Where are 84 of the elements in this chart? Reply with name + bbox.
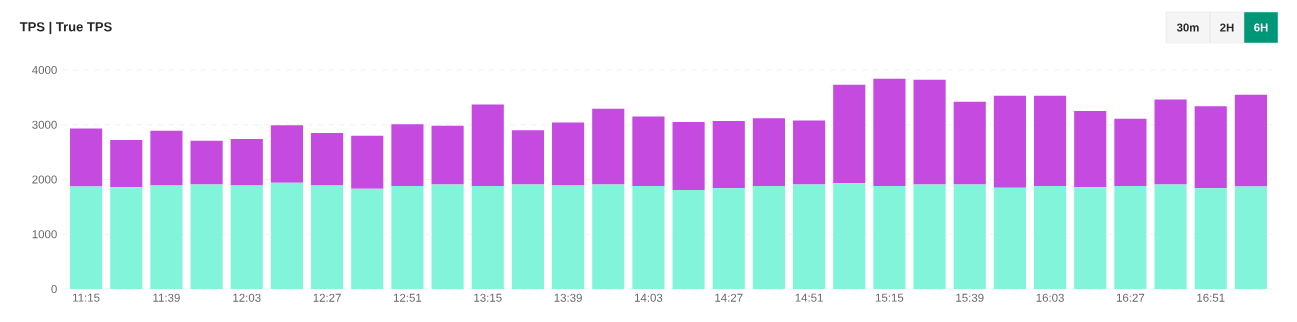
bar — [993, 95, 1026, 188]
bar — [1194, 188, 1227, 289]
bar — [511, 130, 544, 185]
x-tick-label: 16:27 — [1116, 293, 1145, 302]
x-tick-label: 15:39 — [956, 293, 984, 302]
bar — [993, 187, 1026, 289]
bar — [672, 122, 705, 190]
y-tick-label: 2000 — [32, 175, 57, 184]
bar — [632, 116, 665, 187]
bar — [351, 135, 384, 189]
y-tick-label: 0 — [51, 284, 57, 294]
bar — [391, 186, 424, 289]
x-tick-label: 14:03 — [634, 293, 663, 302]
y-tick-label: 3000 — [32, 120, 57, 129]
bar — [833, 84, 866, 184]
x-tick-label: 16:51 — [1197, 293, 1225, 302]
text: 30m — [1176, 23, 1199, 32]
bar — [70, 186, 103, 289]
bar — [552, 185, 585, 289]
x-tick-label: 11:15 — [73, 293, 100, 302]
bar — [431, 125, 464, 185]
bar — [1154, 99, 1187, 185]
bar — [311, 132, 344, 186]
bar — [592, 184, 625, 289]
x-tick-label: 12:27 — [313, 293, 341, 302]
bar — [230, 138, 263, 186]
bar — [431, 184, 464, 289]
bar — [150, 185, 183, 289]
bar — [270, 182, 303, 289]
x-tick-label: 16:03 — [1036, 293, 1064, 302]
bar — [190, 184, 223, 289]
bar — [632, 186, 665, 289]
bar — [110, 187, 143, 289]
bar — [752, 118, 785, 187]
bar — [511, 184, 544, 289]
bar — [1234, 94, 1267, 187]
bar — [1234, 186, 1267, 289]
bar — [230, 185, 263, 289]
bar — [1114, 186, 1147, 289]
bar — [712, 188, 745, 289]
y-tick-label: 1000 — [32, 230, 57, 239]
bar — [150, 130, 183, 186]
bar — [913, 184, 946, 289]
bar — [672, 189, 705, 289]
bar — [70, 128, 103, 187]
bar — [833, 183, 866, 289]
bar — [311, 185, 344, 289]
x-tick-label: 14:27 — [715, 293, 743, 302]
x-tick-label: 13:39 — [554, 293, 582, 302]
bar — [1074, 111, 1107, 188]
bar — [592, 108, 625, 185]
bar — [351, 188, 384, 289]
chart-title: TPS | True TPS — [19, 21, 112, 35]
bar — [793, 184, 826, 289]
text: 2H — [1220, 23, 1234, 32]
bar — [752, 186, 785, 289]
bar — [471, 186, 504, 289]
bar — [913, 79, 946, 185]
bar — [1114, 118, 1147, 187]
bar — [1194, 106, 1227, 189]
bar — [873, 186, 906, 289]
bar — [793, 120, 826, 185]
bar — [1154, 184, 1187, 289]
bar — [471, 104, 504, 187]
x-tick-label: 13:15 — [474, 293, 502, 302]
bar — [190, 140, 223, 185]
bar — [873, 78, 906, 187]
x-tick-label: 15:15 — [875, 293, 904, 302]
x-tick-label: 12:03 — [233, 293, 261, 302]
x-tick-label: 12:51 — [393, 293, 422, 302]
x-tick-label: 11:39 — [153, 293, 180, 302]
bar — [953, 101, 986, 185]
bar — [1034, 186, 1067, 289]
bar — [1074, 187, 1107, 289]
bar — [110, 140, 143, 188]
x-tick-label: 14:51 — [795, 293, 823, 302]
bar — [953, 184, 986, 289]
text: 6H — [1254, 23, 1268, 32]
bar — [552, 122, 585, 186]
bar — [391, 124, 424, 187]
bar — [1034, 95, 1067, 187]
bar — [712, 120, 745, 189]
bar — [270, 125, 303, 183]
y-tick-label: 4000 — [32, 65, 57, 75]
